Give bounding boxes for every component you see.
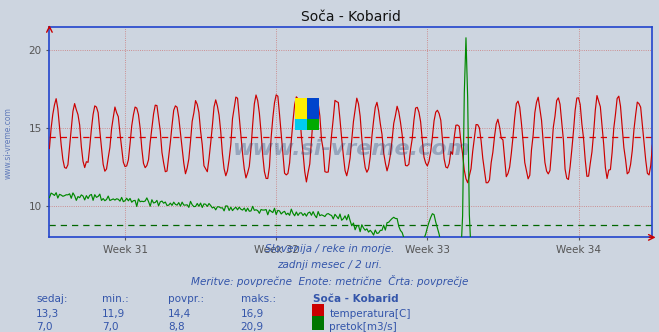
Text: Slovenija / reke in morje.: Slovenija / reke in morje.: [265, 244, 394, 254]
Text: 16,9: 16,9: [241, 309, 264, 319]
Text: Meritve: povprečne  Enote: metrične  Črta: povprečje: Meritve: povprečne Enote: metrične Črta:…: [191, 275, 468, 287]
Title: Soča - Kobarid: Soča - Kobarid: [301, 10, 401, 24]
Text: maks.:: maks.:: [241, 294, 275, 304]
Text: 11,9: 11,9: [102, 309, 125, 319]
Text: Soča - Kobarid: Soča - Kobarid: [313, 294, 399, 304]
Text: 14,4: 14,4: [168, 309, 191, 319]
Text: 8,8: 8,8: [168, 322, 185, 332]
Text: 20,9: 20,9: [241, 322, 264, 332]
Text: temperatura[C]: temperatura[C]: [330, 309, 411, 319]
Text: 7,0: 7,0: [102, 322, 119, 332]
Text: povpr.:: povpr.:: [168, 294, 204, 304]
Text: min.:: min.:: [102, 294, 129, 304]
Text: pretok[m3/s]: pretok[m3/s]: [330, 322, 397, 332]
Text: 7,0: 7,0: [36, 322, 53, 332]
Text: sedaj:: sedaj:: [36, 294, 68, 304]
Text: www.si-vreme.com: www.si-vreme.com: [232, 139, 470, 159]
Text: zadnji mesec / 2 uri.: zadnji mesec / 2 uri.: [277, 260, 382, 270]
Text: 13,3: 13,3: [36, 309, 59, 319]
Text: www.si-vreme.com: www.si-vreme.com: [4, 107, 13, 179]
